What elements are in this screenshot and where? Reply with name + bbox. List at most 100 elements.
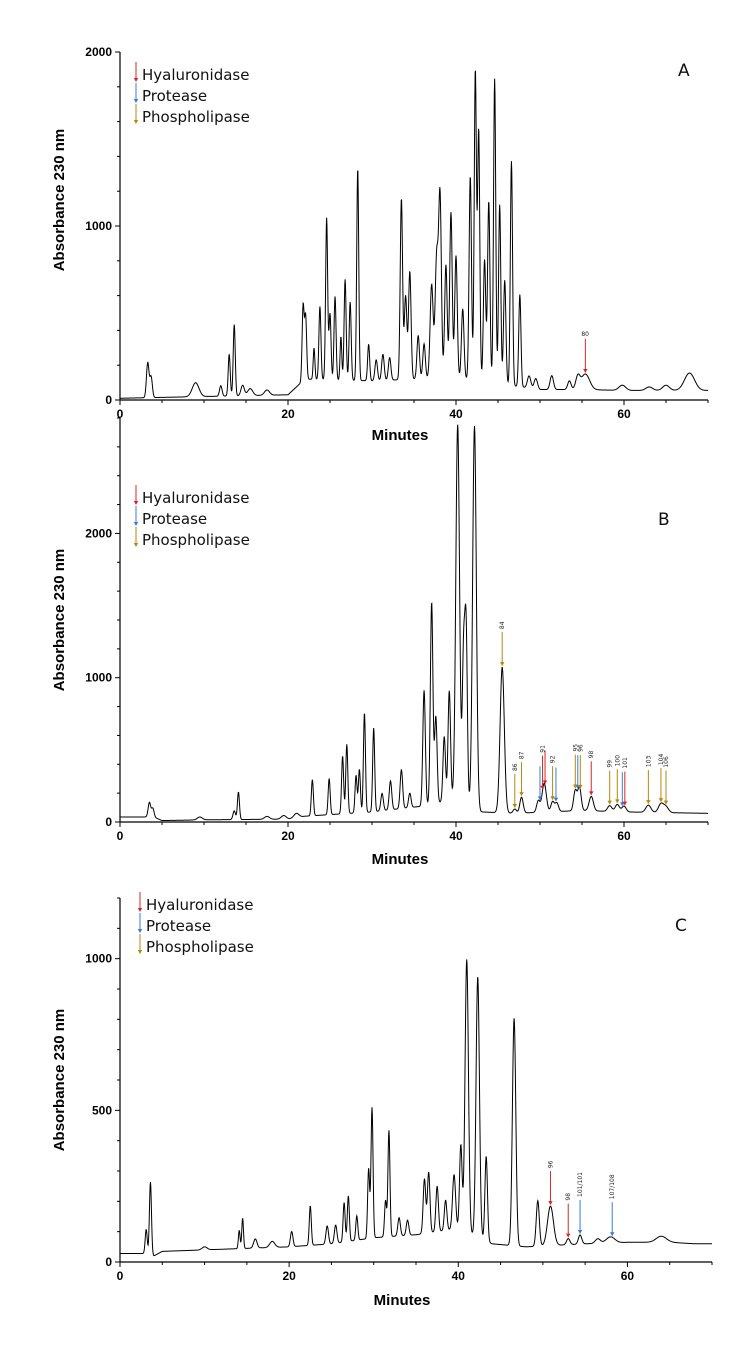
peak-phospholipase-arrow: 86: [512, 763, 519, 809]
peak-number-label: 99: [607, 760, 614, 768]
x-tick-label: 20: [282, 1269, 296, 1283]
peak-hyaluronidase-arrow-head: [548, 1201, 553, 1206]
peak-phospholipase-arrow: 84: [499, 621, 506, 667]
x-tick-label: 60: [617, 407, 631, 421]
y-tick-label: 1000: [85, 671, 112, 685]
peak-protease-arrow-head: [620, 802, 625, 807]
peak-number-label: 84: [499, 621, 506, 629]
y-tick-label: 500: [92, 1103, 112, 1117]
chart-panel-a: 0 20 40 60 0 1000 2000 Minutes Absorbance 230 nm…: [51, 45, 709, 444]
peak-phospholipase-arrow: 92: [550, 755, 557, 801]
peak-protease-arrow-head: [610, 1232, 615, 1237]
y-tick-label: 1000: [85, 952, 112, 966]
legend-label-phospholipase: Phospholipase: [142, 108, 250, 126]
peak-hyaluronidase-arrow-head: [542, 780, 548, 785]
chart-panel-c: 0 20 40 60 0 500 1000 Minutes Absorbance 230 nm 9…: [51, 892, 713, 1309]
peak-hyaluronidase-arrow: 98: [565, 1193, 572, 1238]
peak-phospholipase-arrow-head: [658, 798, 664, 803]
peak-phospholipase-arrow: 96: [577, 744, 584, 789]
y-tick-label: 2000: [85, 45, 112, 59]
phospholipase-legend-arrow-icon: [133, 120, 139, 124]
legend-label-protease: Protease: [142, 510, 207, 528]
peak-phospholipase-arrow-head: [578, 784, 583, 789]
peak-number-label: 96: [577, 744, 584, 752]
legend: Hyaluronidase Protease Phospholipase: [137, 892, 254, 956]
chromatogram-trace: [119, 70, 709, 399]
y-tick-label: 0: [105, 815, 112, 829]
chart-panel-b: 0 20 40 60 0 1000 2000 Minutes Absorbance 230 nm…: [51, 417, 709, 868]
x-tick-label: 60: [621, 1269, 635, 1283]
peak-phospholipase-arrow: 104: [658, 753, 665, 803]
peak-number-label: 87: [519, 751, 526, 759]
peak-number-label: 96: [547, 1160, 554, 1168]
x-tick-label: 20: [281, 407, 295, 421]
peak-number-label: 101: [622, 757, 629, 769]
legend-label-phospholipase: Phospholipase: [146, 938, 254, 956]
panel-letter: B: [658, 510, 670, 530]
peak-protease-arrow: 101/101: [577, 1172, 584, 1234]
peak-hyaluronidase-arrow: 98: [588, 751, 595, 796]
peak-protease-arrow: [620, 772, 625, 807]
peak-phospholipase-arrow-head: [512, 804, 517, 809]
peak-phospholipase-arrow-head: [663, 800, 669, 805]
peak-hyaluronidase-arrow-head: [622, 801, 628, 806]
x-tick-label: 0: [117, 829, 124, 843]
peak-protease-arrow: [575, 755, 580, 790]
phospholipase-legend-arrow-icon: [137, 950, 143, 954]
peak-number-label: 91: [540, 745, 547, 753]
peak-number-label: 95: [572, 744, 579, 752]
panel-letter: A: [678, 61, 690, 81]
peak-phospholipase-arrow: 103: [645, 755, 652, 805]
peak-protease-arrow-head: [553, 797, 559, 802]
peak-protease-arrow: [537, 766, 543, 801]
peak-hyaluronidase-arrow-head: [583, 368, 588, 373]
x-tick-label: 0: [117, 1269, 124, 1283]
x-tick-label: 40: [449, 407, 463, 421]
peak-hyaluronidase-arrow-head: [540, 785, 545, 790]
peak-phospholipase-arrow: 99: [607, 760, 614, 805]
protease-legend-arrow-icon: [133, 522, 139, 526]
peak-phospholipase-arrow-head: [500, 662, 505, 667]
phospholipase-legend-arrow-icon: [133, 543, 139, 547]
peak-hyaluronidase-arrow: 101: [622, 757, 629, 806]
y-tick-label: 0: [105, 1255, 112, 1269]
peak-protease-arrow: [553, 767, 559, 802]
peak-number-label: 98: [565, 1193, 572, 1201]
x-tick-label: 40: [449, 829, 463, 843]
peak-number-label: 101/101: [577, 1172, 584, 1197]
x-tick-label: 0: [117, 407, 124, 421]
x-tick-label: 20: [281, 829, 295, 843]
x-axis-title: Minutes: [374, 1292, 431, 1309]
peak-number-label: 103: [645, 755, 652, 767]
protease-legend-arrow-icon: [137, 929, 143, 933]
peak-protease-arrow: 107/108: [609, 1174, 616, 1237]
legend-label-phospholipase: Phospholipase: [142, 531, 250, 549]
x-tick-label: 40: [452, 1269, 466, 1283]
peak-number-label: 98: [588, 751, 595, 759]
legend-label-protease: Protease: [142, 87, 207, 105]
peak-hyaluronidase-arrow-head: [566, 1233, 571, 1238]
y-tick-label: 1000: [85, 219, 112, 233]
hyaluronidase-legend-arrow-icon: [133, 78, 139, 82]
peak-phospholipase-arrow-head: [607, 800, 612, 805]
hyaluronidase-legend-arrow-icon: [137, 908, 143, 912]
peak-phospholipase-arrow: 106: [663, 756, 670, 805]
legend-label-hyaluronidase: Hyaluronidase: [142, 489, 249, 507]
y-tick-label: 2000: [85, 526, 112, 540]
legend: Hyaluronidase Protease Phospholipase: [133, 62, 250, 126]
peak-phospholipase-arrow-head: [519, 792, 524, 797]
panel-letter: C: [675, 916, 687, 936]
peak-hyaluronidase-arrow-head: [589, 791, 594, 796]
chromatogram-trace: [120, 959, 712, 1257]
peak-hyaluronidase-arrow: [542, 750, 548, 785]
peak-number-label: 104: [658, 753, 665, 765]
legend: Hyaluronidase Protease Phospholipase: [133, 485, 250, 549]
peak-phospholipase-arrow-head: [550, 796, 555, 801]
peak-protease-arrow-head: [577, 1229, 583, 1234]
peak-number-label: 92: [550, 755, 557, 763]
peak-number-label: 80: [581, 331, 589, 338]
protease-legend-arrow-icon: [133, 99, 139, 103]
y-tick-label: 0: [105, 393, 112, 407]
legend-label-hyaluronidase: Hyaluronidase: [146, 896, 253, 914]
